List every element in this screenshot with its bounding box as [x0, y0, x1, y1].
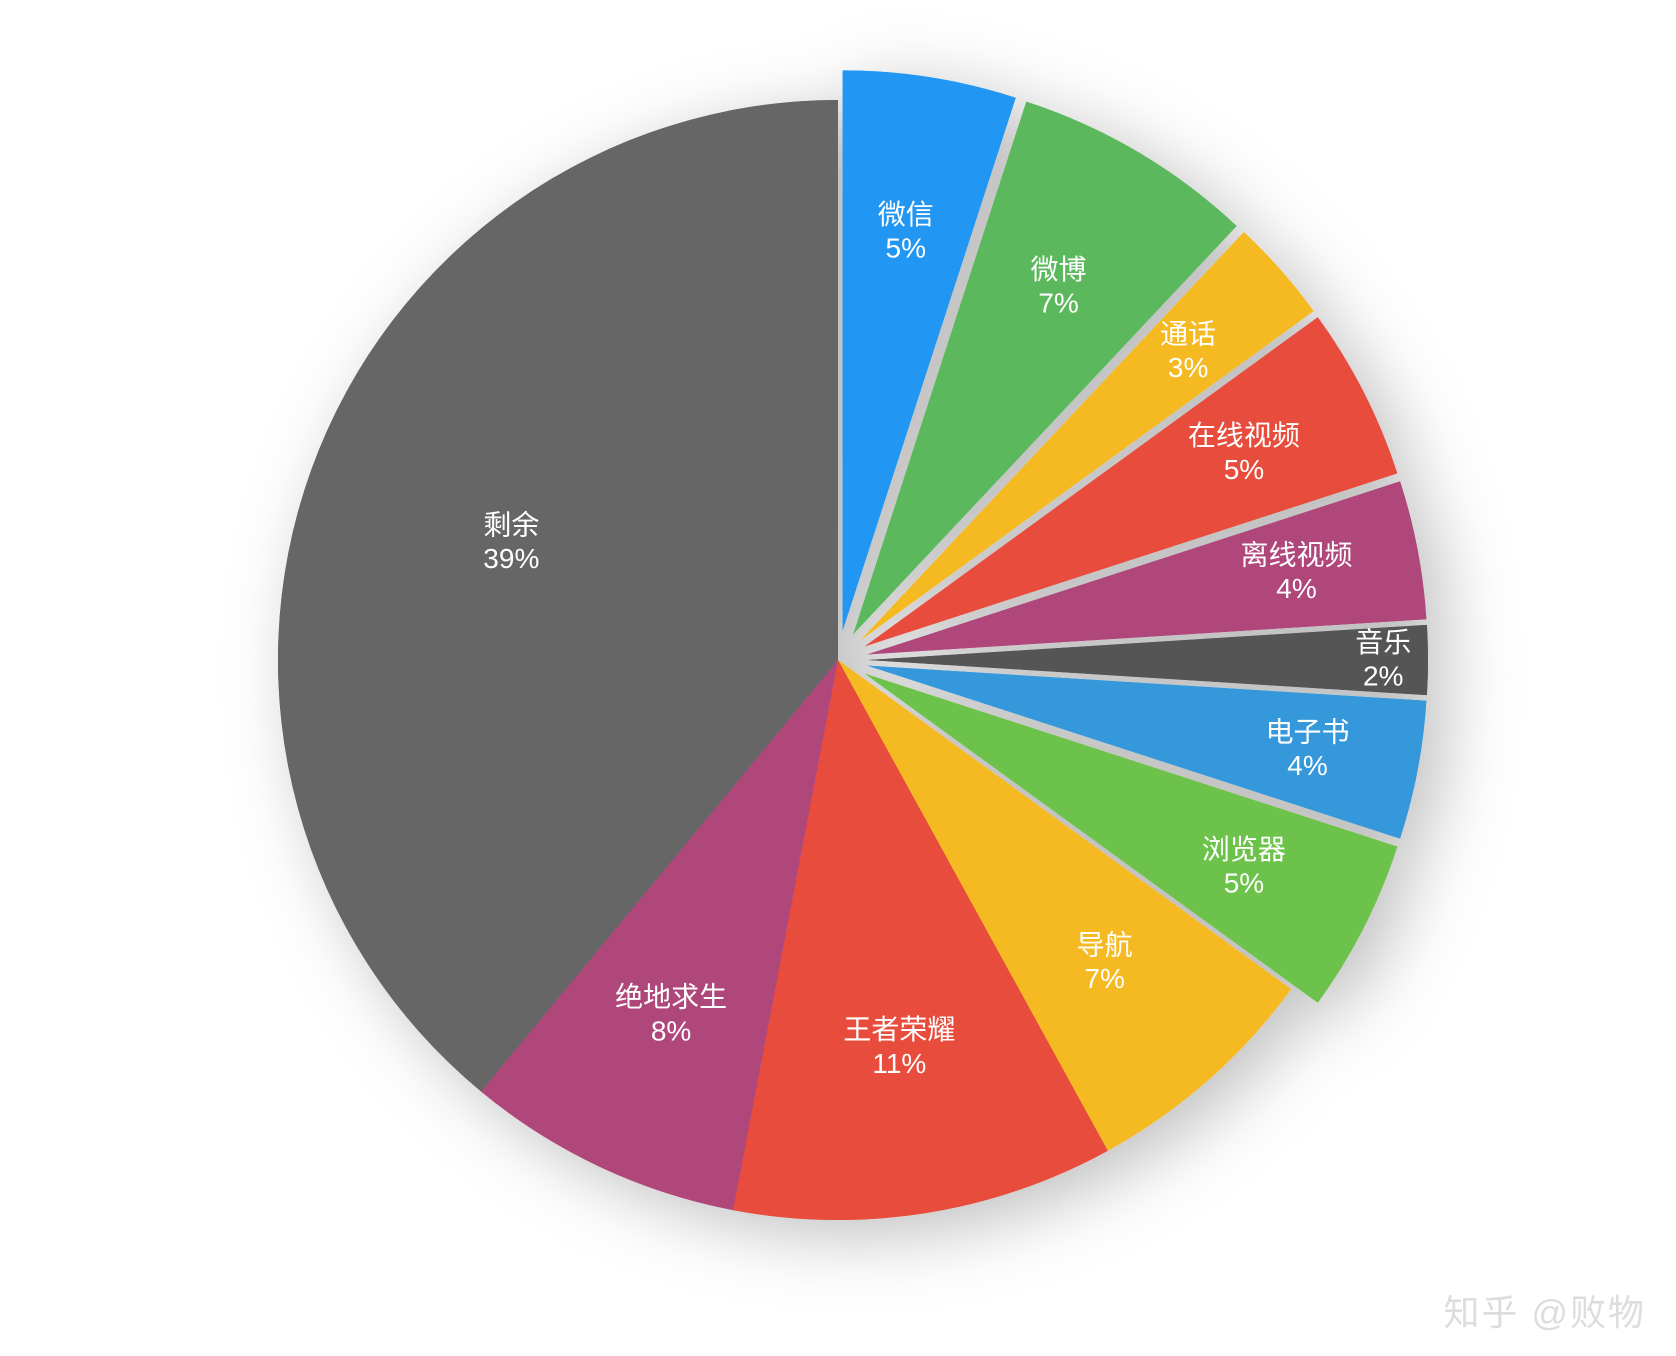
slice-label-name: 绝地求生 — [615, 982, 727, 1013]
slice-label-percent: 39% — [483, 543, 539, 574]
slice-label-name: 通话 — [1160, 318, 1216, 349]
slice-label-name: 剩余 — [483, 509, 539, 540]
slice-label-percent: 4% — [1276, 573, 1316, 604]
slice-label-name: 离线视频 — [1241, 540, 1353, 571]
slice-label-name: 王者荣耀 — [843, 1014, 955, 1045]
slice-label-percent: 8% — [651, 1015, 691, 1046]
slice-label-percent: 3% — [1168, 352, 1208, 383]
slice-label-name: 浏览器 — [1202, 834, 1286, 865]
slice-label-name: 在线视频 — [1188, 420, 1300, 451]
slice-label-percent: 5% — [886, 233, 926, 264]
slice-label-percent: 5% — [1224, 867, 1264, 898]
slice-label-percent: 11% — [872, 1048, 926, 1079]
slice-label-percent: 4% — [1287, 750, 1327, 781]
pie-chart: 微信5%微博7%通话3%在线视频5%离线视频4%音乐2%电子书4%浏览器5%导航… — [0, 0, 1676, 1356]
slice-label-name: 微信 — [878, 199, 934, 230]
slice-label-percent: 2% — [1363, 661, 1403, 692]
slice-label-name: 微博 — [1031, 254, 1087, 285]
slice-label-percent: 7% — [1084, 963, 1124, 994]
slice-label-name: 电子书 — [1266, 717, 1350, 748]
slice-label-percent: 5% — [1224, 454, 1264, 485]
slice-label-name: 导航 — [1077, 929, 1133, 960]
slice-label-name: 音乐 — [1355, 627, 1411, 658]
slice-label-percent: 7% — [1038, 288, 1078, 319]
watermark: 知乎 @败物 — [1443, 1284, 1646, 1336]
